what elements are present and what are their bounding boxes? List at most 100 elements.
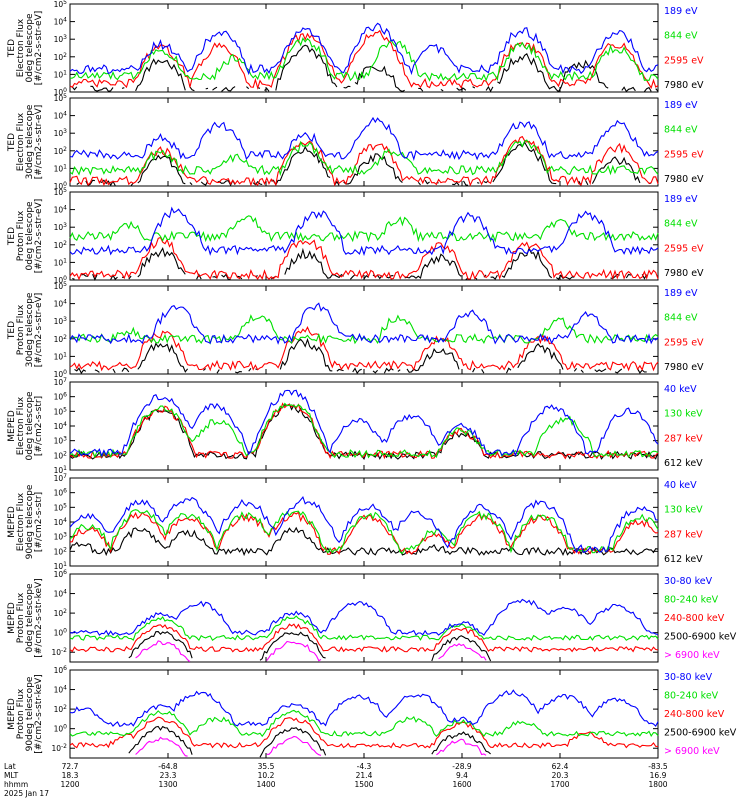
x-tick-label-hhmm: 1700 — [550, 780, 569, 789]
legend-label: 80-240 keV — [664, 595, 719, 606]
panel-frame — [69, 285, 659, 375]
series-line-5 — [69, 598, 659, 636]
series-line-5 — [69, 689, 659, 728]
panel-3: 100 101 102 103 104 105 TEDProton Flux0deg tel… — [7, 187, 704, 285]
series-line-1 — [69, 403, 659, 461]
x-tick-label-lat: 35.5 — [258, 762, 275, 771]
y-tick-label: 106 — [54, 392, 68, 402]
legend-label: 844 eV — [664, 219, 698, 230]
legend-label: 844 eV — [664, 313, 698, 324]
y-tick-label: 102 — [54, 146, 68, 156]
y-tick-label: 102 — [54, 52, 68, 62]
y-axis-label: MEPEDElectron Flux0deg telescope[#/cm2-s… — [7, 391, 44, 461]
legend-label: 240-800 keV — [664, 613, 725, 624]
x-tick-label-mlt: 23.3 — [160, 771, 177, 780]
panel-5: 101 102 103 104 105 106 107 MEPEDElectron Flux0… — [7, 377, 703, 475]
panel-1: 100 101 102 103 104 105 TEDElectron Flux0deg t… — [7, 0, 704, 97]
series-line-2 — [69, 402, 659, 460]
series-line-3 — [69, 402, 659, 459]
legend-label: 130 keV — [664, 505, 703, 516]
legend-label: 2500-6900 keV — [664, 632, 737, 643]
y-tick-label: 107 — [54, 473, 68, 483]
series-line-1 — [69, 526, 659, 557]
y-tick-label: 104 — [54, 589, 68, 599]
series-line-2 — [69, 326, 659, 372]
series-line-1 — [71, 44, 659, 93]
y-tick-label: 101 — [54, 351, 68, 361]
x-tick-label-hhmm: 1300 — [158, 780, 177, 789]
series-line-4 — [69, 615, 659, 642]
y-tick-label: 101 — [54, 561, 68, 571]
series-line-4 — [69, 389, 659, 458]
y-tick-label: 100 — [54, 369, 68, 379]
legend-label: 2595 eV — [664, 243, 704, 254]
x-tick-label-lat: -64.8 — [158, 762, 178, 771]
legend-label: 189 eV — [664, 100, 698, 111]
x-tick-label-mlt: 18.3 — [62, 771, 79, 780]
y-tick-label: 103 — [54, 532, 68, 542]
legend-label: 612 keV — [664, 458, 703, 469]
series-line-3 — [69, 509, 659, 554]
x-row-label: MLT — [4, 771, 19, 780]
x-tick-label-hhmm: 1400 — [256, 780, 275, 789]
x-tick-label-mlt: 21.4 — [356, 771, 373, 780]
legend-label: 7980 eV — [664, 268, 704, 279]
legend-label: > 6900 keV — [664, 650, 720, 661]
legend-label: 7980 eV — [664, 80, 704, 91]
legend-label: 287 keV — [664, 529, 703, 540]
series-line-3 — [69, 139, 659, 177]
series-line-2 — [128, 631, 492, 662]
y-tick-label: 101 — [54, 257, 68, 267]
y-tick-label: 102 — [54, 334, 68, 344]
legend-label: 40 keV — [664, 384, 697, 395]
series-line-4 — [69, 495, 659, 554]
panel-6: 101 102 103 104 105 106 107 MEPEDElectron Flux9… — [7, 473, 703, 571]
y-tick-label: 105 — [54, 502, 68, 512]
y-axis-label: MEPEDProton Flux90deg telescope[#/cm2-s-… — [7, 674, 44, 753]
series-line-1 — [77, 142, 656, 185]
y-tick-label: 102 — [54, 704, 68, 714]
y-tick-label: 105 — [54, 93, 68, 103]
y-tick-label: 104 — [54, 111, 68, 121]
x-tick-label-lat: -28.9 — [452, 762, 472, 771]
series-line-2 — [69, 236, 659, 281]
legend-label: 189 eV — [664, 194, 698, 205]
y-tick-label: 102 — [54, 546, 68, 556]
x-tick-label-mlt: 16.9 — [650, 771, 667, 780]
series-line-4 — [69, 116, 659, 162]
legend-label: 80-240 keV — [664, 691, 719, 702]
x-tick-label-lat: -4.3 — [357, 762, 372, 771]
series-line-4 — [69, 22, 659, 76]
x-tick-label-mlt: 20.3 — [552, 771, 569, 780]
legend-label: 7980 eV — [664, 362, 704, 373]
series-line-3 — [69, 314, 659, 345]
x-tick-label-mlt: 10.2 — [258, 771, 275, 780]
y-tick-label: 107 — [54, 377, 68, 387]
y-axis-label: TEDProton Flux30deg telescope[#/cm2-s-st… — [7, 292, 44, 367]
y-tick-label: 101 — [54, 465, 68, 475]
y-tick-label: 106 — [54, 665, 68, 675]
y-tick-label: 105 — [54, 406, 68, 416]
legend-label: 2500-6900 keV — [664, 728, 737, 739]
y-tick-label: 100 — [54, 87, 68, 97]
series-line-2 — [128, 725, 491, 758]
y-tick-label: 101 — [54, 163, 68, 173]
y-tick-label: 104 — [54, 17, 68, 27]
legend-label: 612 keV — [664, 554, 703, 565]
y-tick-label: 105 — [54, 187, 68, 197]
x-tick-label-lat: 72.7 — [62, 762, 79, 771]
x-row-label: 2025 Jan 17 — [4, 789, 49, 798]
y-tick-label: 103 — [54, 34, 68, 44]
panel-4: 100 101 102 103 104 105 TEDProton Flux30deg te… — [7, 281, 704, 379]
y-tick-label: 104 — [54, 517, 68, 527]
y-tick-label: 102 — [54, 608, 68, 618]
y-tick-label: 104 — [54, 299, 68, 309]
y-axis-label: TEDElectron Flux30deg telescope[#/cm2-s-… — [7, 104, 44, 179]
y-tick-label: 104 — [54, 205, 68, 215]
panel-7: 10-2 100 102 104 106 MEPEDProton Flux0deg tel… — [7, 569, 737, 663]
y-tick-label: 101 — [54, 69, 68, 79]
series-line-4 — [69, 709, 659, 738]
x-tick-label-hhmm: 1600 — [452, 780, 471, 789]
y-tick-label: 105 — [54, 281, 68, 291]
y-tick-label: 100 — [54, 275, 68, 285]
